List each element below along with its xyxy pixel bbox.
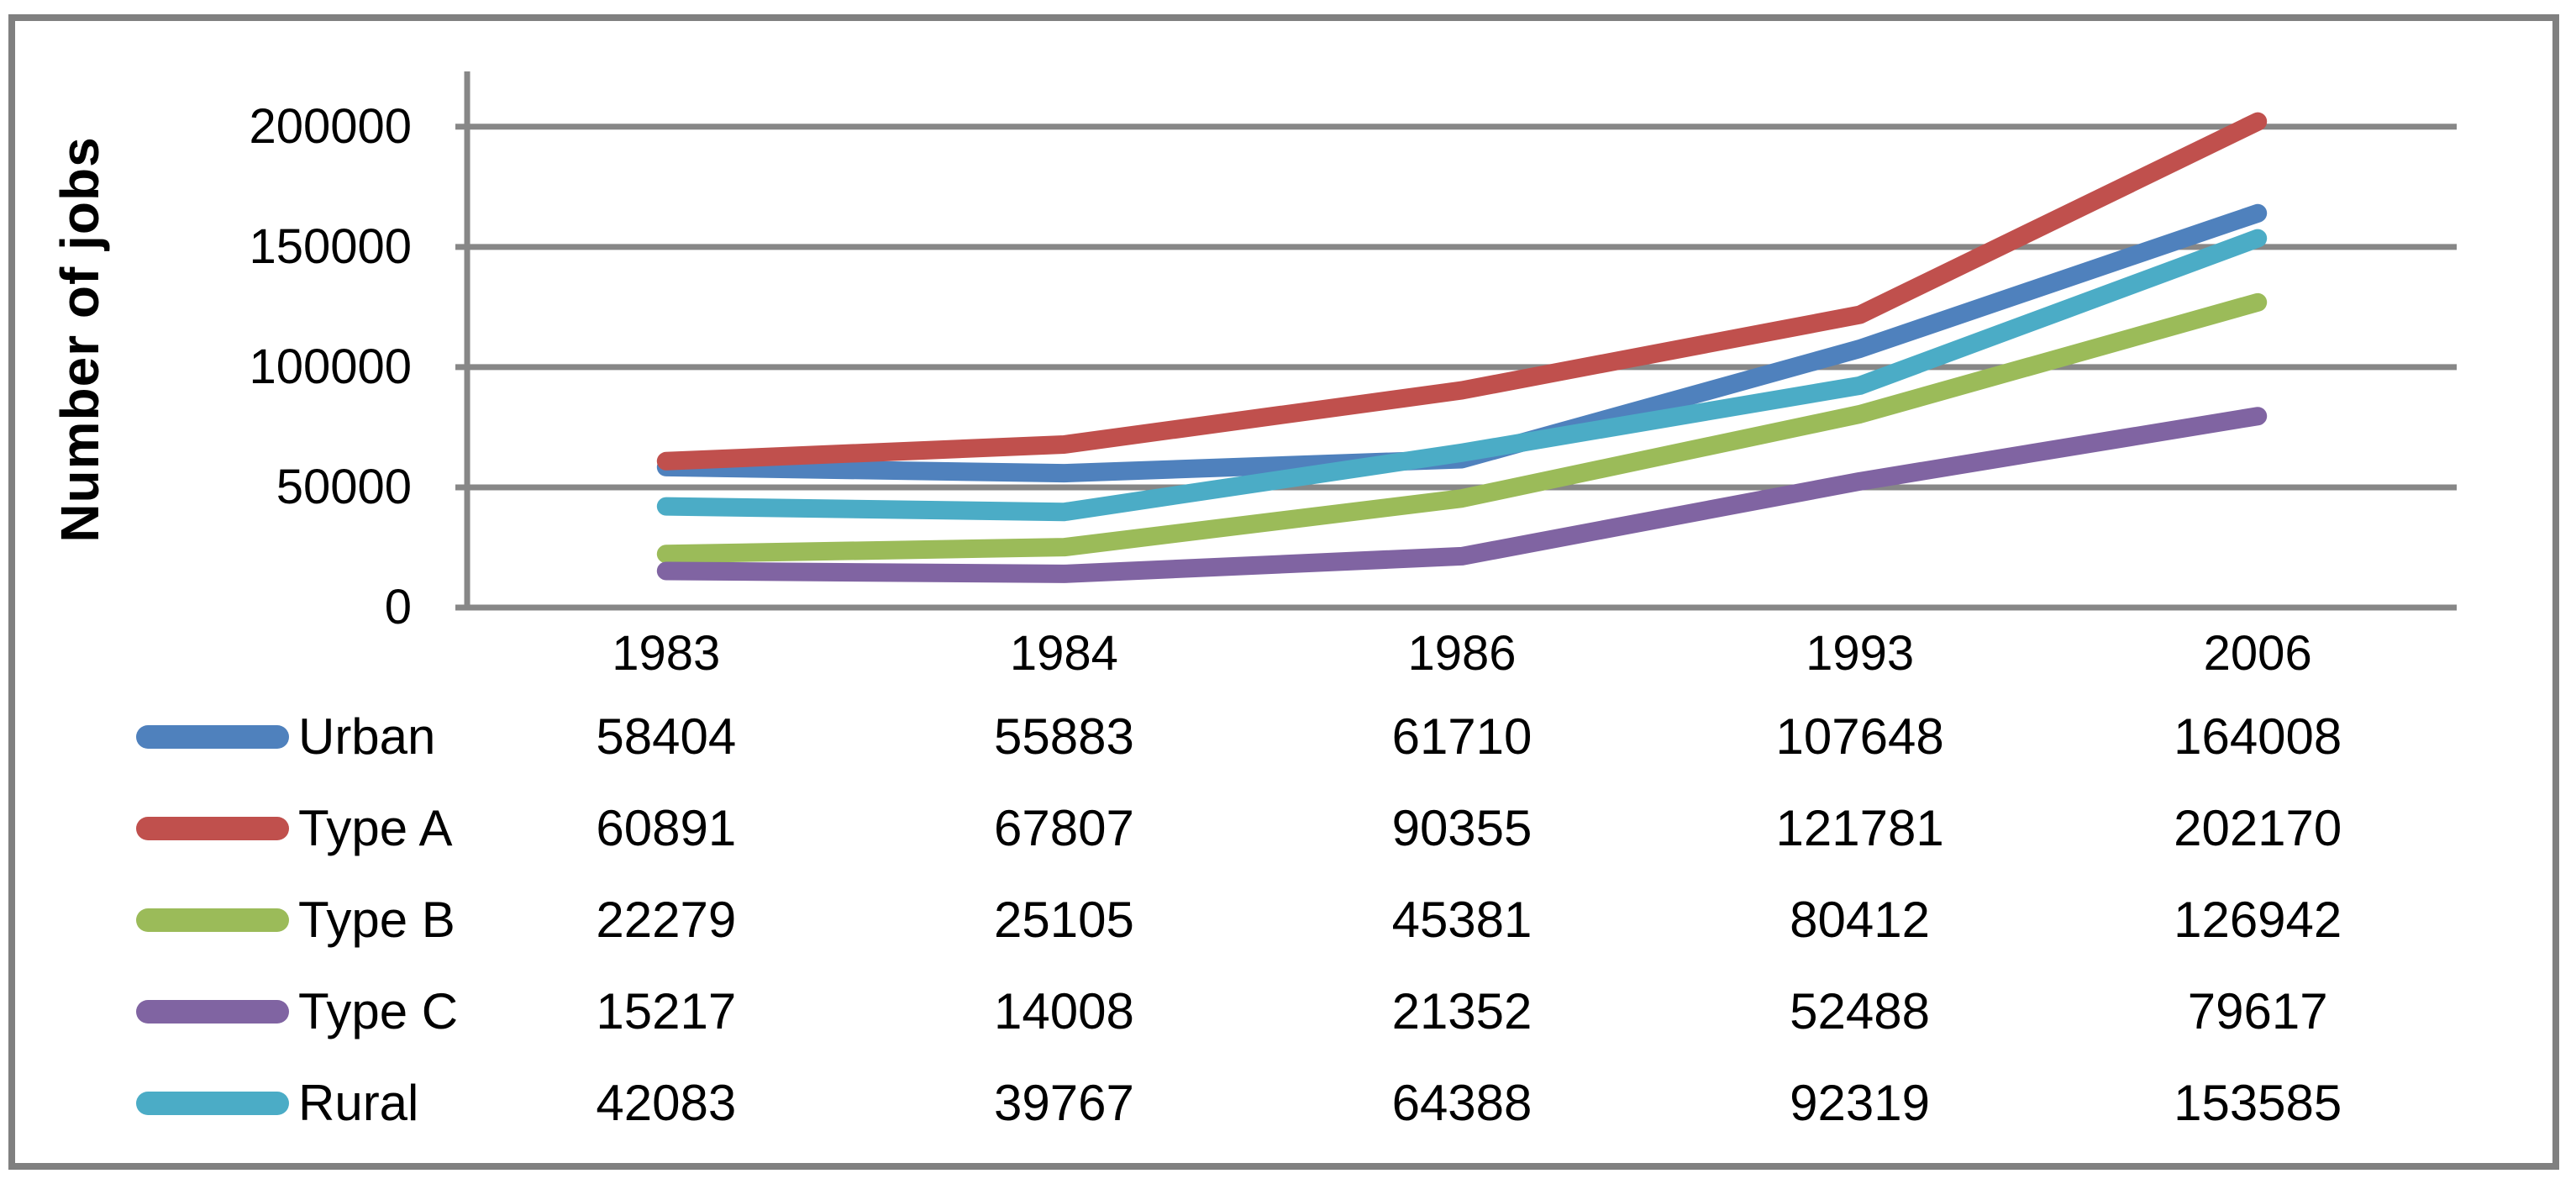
table-value-type-a-2006: 202170 (2174, 800, 2342, 856)
table-value-type-b-1986: 45381 (1391, 892, 1532, 948)
table-value-rural-1993: 92319 (1790, 1075, 1931, 1131)
table-value-rural-1984: 39767 (993, 1075, 1134, 1131)
table-value-urban-2006: 164008 (2174, 708, 2342, 765)
table-value-urban-1993: 107648 (1775, 708, 1944, 765)
table-value-type-c-1986: 21352 (1391, 983, 1532, 1039)
legend-swatch-type-c (136, 1000, 289, 1024)
table-value-type-c-2006: 79617 (2187, 983, 2328, 1039)
table-value-rural-1983: 42083 (596, 1075, 737, 1131)
legend-label-type-a: Type A (298, 800, 453, 856)
x-axis-label: 1984 (1009, 626, 1118, 681)
table-value-type-b-1993: 80412 (1790, 892, 1931, 948)
x-axis-label: 2006 (2203, 626, 2312, 681)
table-value-urban-1984: 55883 (993, 708, 1134, 765)
table-value-type-c-1984: 14008 (993, 983, 1134, 1039)
y-tick-label: 50000 (276, 459, 412, 514)
table-value-type-a-1993: 121781 (1775, 800, 1944, 856)
x-axis-label: 1983 (612, 626, 721, 681)
table-value-type-a-1983: 60891 (596, 800, 737, 856)
table-value-type-b-1983: 22279 (596, 892, 737, 948)
legend-swatch-urban (136, 725, 289, 749)
y-tick-label: 100000 (249, 339, 412, 394)
table-value-urban-1983: 58404 (596, 708, 737, 765)
table-value-urban-1986: 61710 (1391, 708, 1532, 765)
series-line-rural (656, 229, 2268, 522)
series-line-urban (656, 203, 2268, 483)
x-axis-label: 1986 (1407, 626, 1517, 681)
y-tick-label: 150000 (249, 218, 412, 274)
table-value-type-c-1983: 15217 (596, 983, 737, 1039)
series-line-type-a (656, 112, 2268, 471)
table-value-rural-1986: 64388 (1391, 1075, 1532, 1131)
table-value-type-a-1986: 90355 (1391, 800, 1532, 856)
series-line-type-b (656, 292, 2268, 564)
legend-label-rural: Rural (298, 1075, 419, 1131)
x-axis-label: 1993 (1806, 626, 1915, 681)
legend-swatch-type-b (136, 908, 289, 932)
y-tick-label: 200000 (249, 98, 412, 154)
y-tick-label: 0 (384, 580, 412, 634)
table-value-type-c-1993: 52488 (1790, 983, 1931, 1039)
table-value-type-b-2006: 126942 (2174, 892, 2342, 948)
legend-swatch-rural (136, 1092, 289, 1115)
legend-label-type-c: Type C (298, 983, 459, 1039)
table-value-type-a-1984: 67807 (993, 800, 1134, 856)
legend-label-urban: Urban (298, 708, 436, 765)
y-axis-title: Number of jobs (50, 136, 110, 543)
table-value-type-b-1984: 25105 (993, 892, 1134, 948)
table-value-rural-2006: 153585 (2174, 1075, 2342, 1131)
legend-swatch-type-a (136, 817, 289, 840)
legend-label-type-b: Type B (298, 892, 455, 948)
series-line-type-c (656, 407, 2268, 583)
